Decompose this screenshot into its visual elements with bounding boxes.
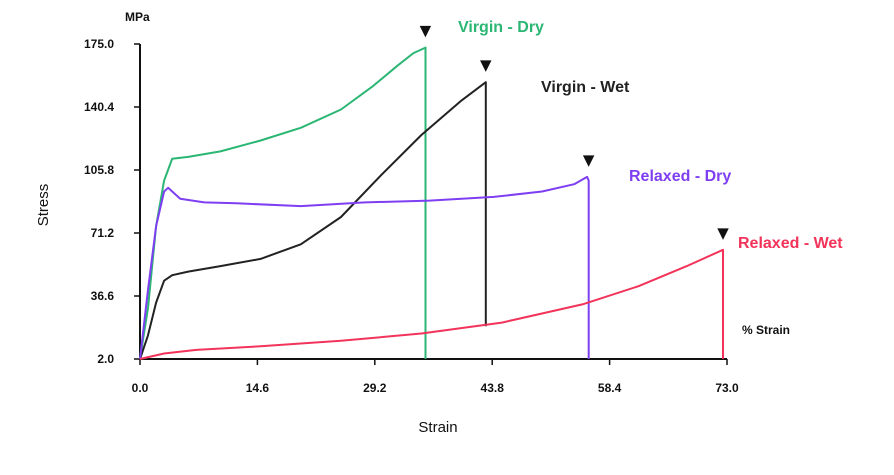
y-tick-label: 175.0 — [84, 37, 114, 51]
y-axis-title: Stress — [35, 184, 52, 227]
y-tick-labels: 2.0 36.6 71.2 105.8 140.4 175.0 — [84, 37, 140, 366]
x-tick-label: 58.4 — [598, 381, 622, 395]
x-tick-labels: 0.0 14.6 29.2 43.8 58.4 73.0 — [132, 359, 739, 395]
series-line-virgin-wet — [139, 81, 487, 360]
y-unit-label: MPa — [125, 10, 150, 24]
series-label-virgin-wet: Virgin - Wet — [541, 79, 630, 96]
x-tick-label: 73.0 — [715, 381, 739, 395]
series-label-virgin-dry: Virgin - Dry — [458, 19, 544, 36]
break-marker-icon: ▼ — [717, 224, 729, 242]
axes — [139, 44, 727, 360]
y-tick-label: 71.2 — [91, 226, 115, 240]
series-label-relaxed-dry: Relaxed - Dry — [629, 168, 731, 185]
series-line-virgin-dry — [139, 46, 427, 360]
break-marker-icon: ▼ — [420, 22, 432, 40]
break-markers: ▼ ▼ ▼ ▼ — [420, 22, 730, 242]
series-line-relaxed-dry — [139, 175, 590, 360]
series-line-relaxed-wet — [139, 248, 724, 360]
y-tick-label: 105.8 — [84, 163, 114, 177]
x-tick-label: 14.6 — [246, 381, 270, 395]
x-tick-label: 43.8 — [481, 381, 505, 395]
break-marker-icon: ▼ — [583, 151, 595, 169]
x-axis-title: Strain — [418, 419, 457, 436]
x-tick-label: 0.0 — [132, 381, 149, 395]
break-marker-icon: ▼ — [480, 56, 492, 74]
series-labels: Virgin - Dry Virgin - Wet Relaxed - Dry Rel… — [458, 19, 843, 252]
series-label-relaxed-wet: Relaxed - Wet — [738, 235, 843, 252]
y-tick-label: 2.0 — [97, 352, 114, 366]
series-layer — [139, 46, 724, 360]
percent-strain-annotation: % Strain — [742, 323, 790, 337]
x-tick-label: 29.2 — [363, 381, 387, 395]
y-tick-label: 36.6 — [91, 289, 115, 303]
y-tick-label: 140.4 — [84, 100, 114, 114]
